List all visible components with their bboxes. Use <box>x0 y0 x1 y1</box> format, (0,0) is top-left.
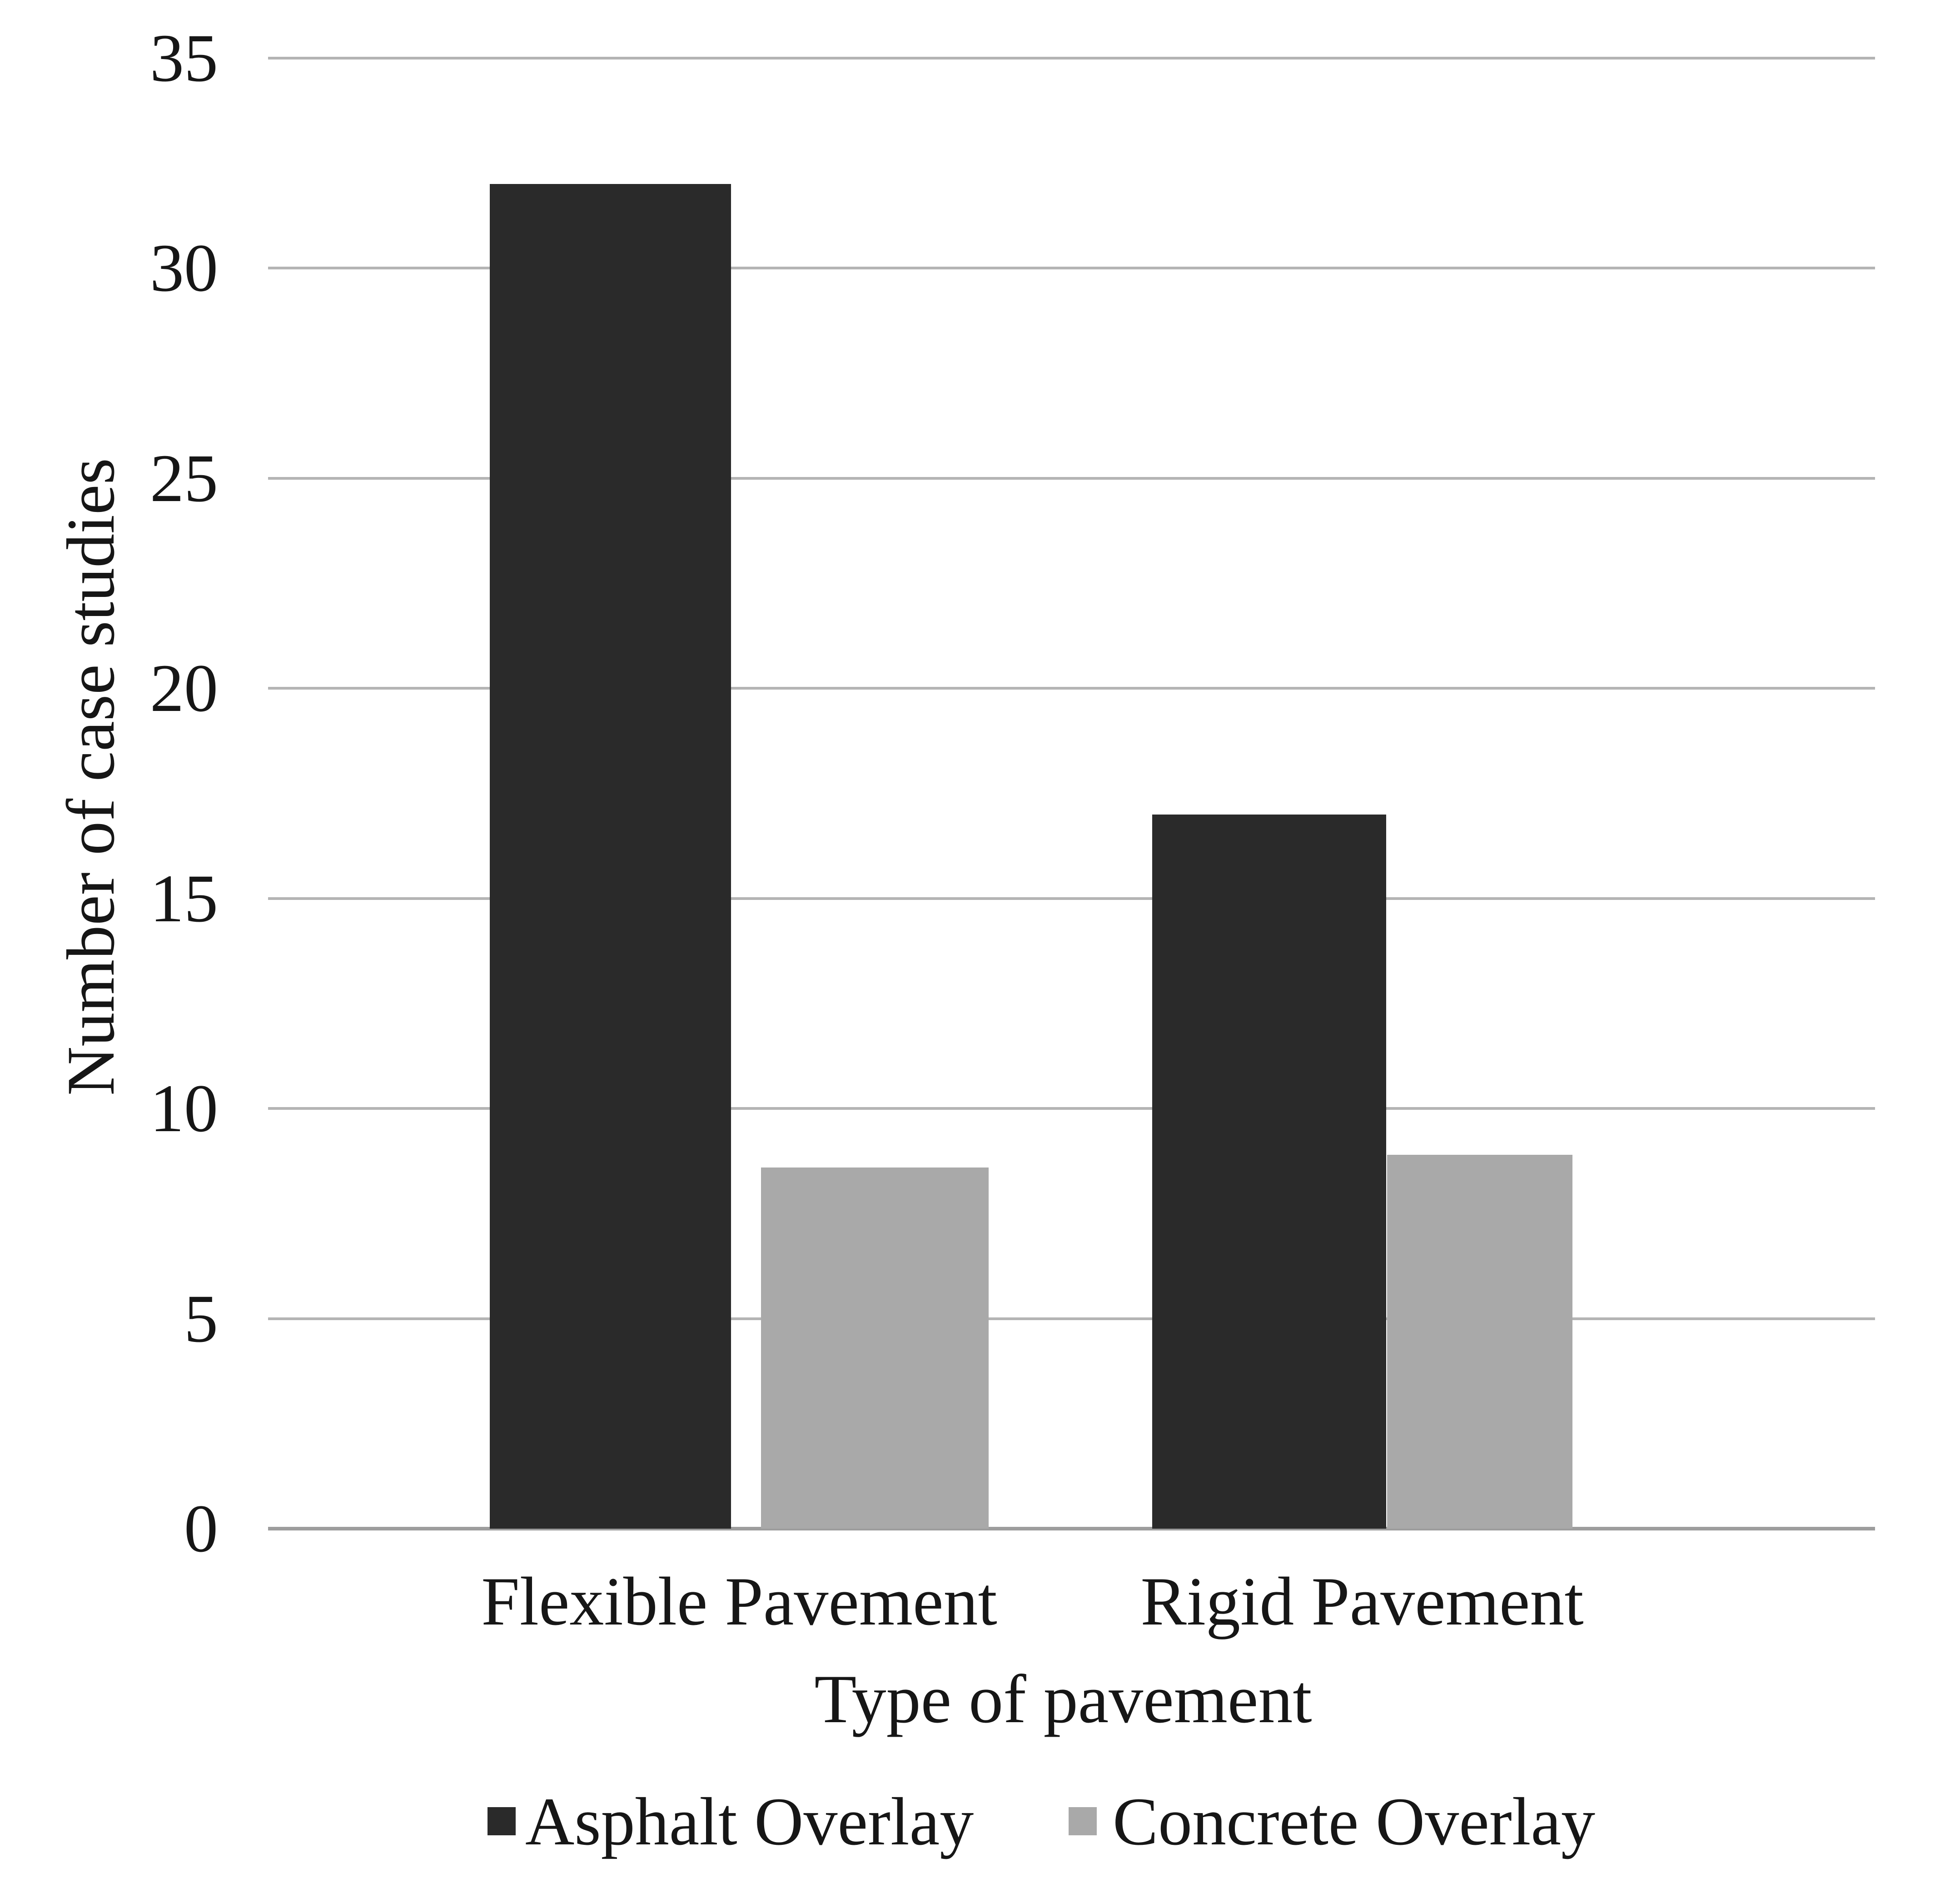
bar-concrete-overlay-flexible-pavement <box>761 1167 989 1529</box>
bar-asphalt-overlay-rigid-pavement <box>1152 814 1386 1529</box>
y-tick-label-0: 0 <box>184 1491 218 1566</box>
y-tick-label-5: 5 <box>184 1281 218 1356</box>
gridline <box>268 57 1875 60</box>
bar-concrete-overlay-rigid-pavement <box>1387 1154 1572 1529</box>
gridline <box>268 687 1875 690</box>
y-tick-label-25: 25 <box>150 440 218 516</box>
legend-swatch-concrete-overlay <box>1069 1807 1097 1835</box>
y-tick-label-35: 35 <box>150 20 218 96</box>
gridline <box>268 1107 1875 1110</box>
y-tick-label-20: 20 <box>150 651 218 726</box>
x-axis-line <box>268 1527 1875 1530</box>
category-label-rigid-pavement: Rigid Pavement <box>1140 1563 1584 1640</box>
legend-swatch-asphalt-overlay <box>488 1807 516 1835</box>
y-axis-title: Number of case studies <box>53 458 129 1096</box>
category-label-flexible-pavement: Flexible Pavement <box>481 1563 997 1640</box>
y-tick-label-10: 10 <box>150 1071 218 1147</box>
y-tick-label-30: 30 <box>150 230 218 306</box>
legend-label-concrete-overlay: Concrete Overlay <box>1113 1784 1596 1859</box>
gridline <box>268 267 1875 270</box>
bar-asphalt-overlay-flexible-pavement <box>490 184 731 1529</box>
gridline <box>268 1317 1875 1320</box>
legend-label-asphalt-overlay: Asphalt Overlay <box>525 1784 974 1859</box>
x-axis-title: Type of pavement <box>814 1661 1312 1737</box>
gridline <box>268 897 1875 900</box>
gridline <box>268 477 1875 480</box>
y-tick-label-15: 15 <box>150 860 218 936</box>
